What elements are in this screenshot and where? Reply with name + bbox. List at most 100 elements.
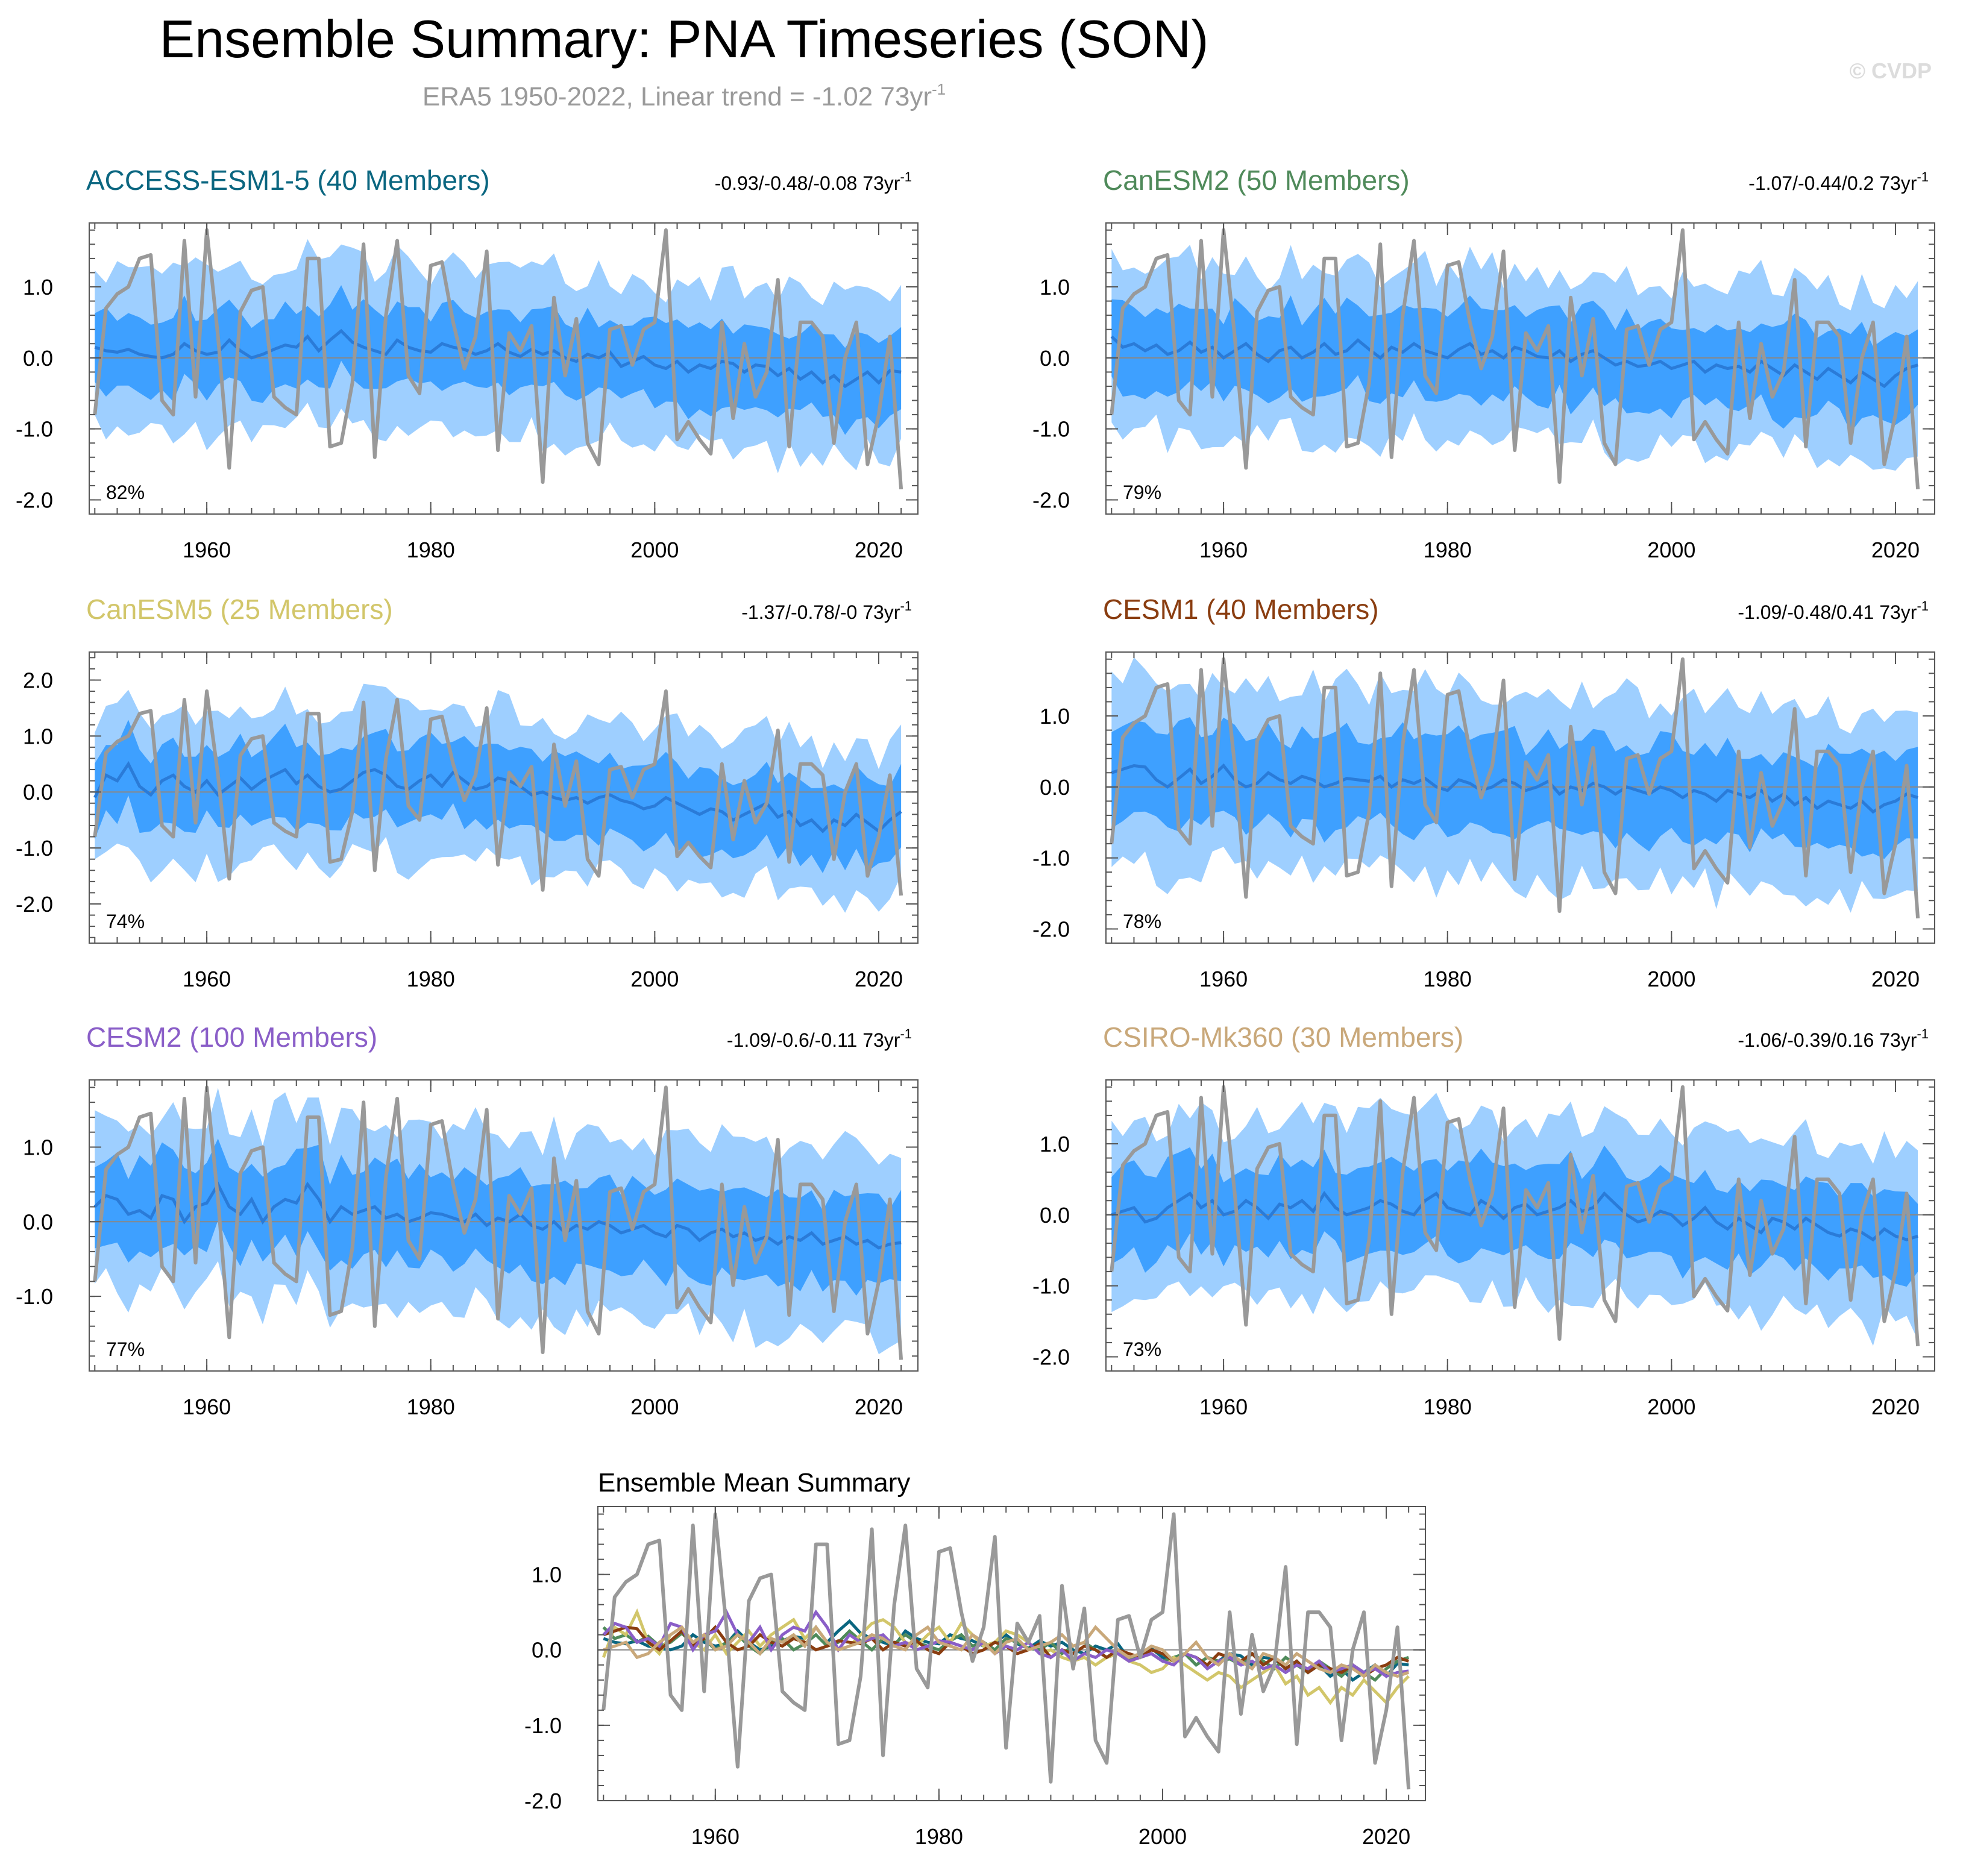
trend-label: -1.06/-0.39/0.16 73yr-1 xyxy=(1738,1026,1929,1051)
x-tick-label: 1960 xyxy=(183,1394,231,1419)
x-tick-label: 2000 xyxy=(1647,538,1695,562)
x-tick-label: 1960 xyxy=(1199,967,1248,991)
trend-label: -0.93/-0.48/-0.08 73yr-1 xyxy=(715,169,912,194)
x-tick-label: 2020 xyxy=(855,538,903,562)
plot-area xyxy=(1106,1085,1935,1347)
x-tick-label: 1960 xyxy=(691,1824,740,1849)
x-tick-label: 1980 xyxy=(407,538,455,562)
x-tick-label: 2020 xyxy=(855,967,903,991)
y-tick-label: -2.0 xyxy=(1032,488,1070,512)
y-tick-label: 0.0 xyxy=(1040,346,1070,371)
percent-label: 77% xyxy=(106,1338,145,1360)
y-tick-label: -2.0 xyxy=(524,1789,562,1813)
y-tick-label: 1.0 xyxy=(23,275,53,300)
x-tick-label: 1980 xyxy=(1424,967,1472,991)
panel-title: ACCESS-ESM1-5 (40 Members) xyxy=(86,165,490,196)
x-tick-label: 1960 xyxy=(183,538,231,562)
percent-label: 82% xyxy=(106,482,145,503)
y-tick-label: 1.0 xyxy=(23,1135,53,1159)
inner-spread-band xyxy=(95,720,902,873)
inner-spread-band xyxy=(1111,295,1918,433)
figure-subtitle: ERA5 1950-2022, Linear trend = -1.02 73y… xyxy=(422,80,946,111)
figure-title: Ensemble Summary: PNA Timeseries (SON) xyxy=(160,9,1209,69)
panel-title: CanESM5 (25 Members) xyxy=(86,594,393,625)
plot-frame xyxy=(89,222,919,515)
observed-line xyxy=(1110,1085,1920,1347)
panel-cesm2: 1960 1980 2000 2020 -1.0 0.0 1.0 CESM2 (100 Mem… xyxy=(16,1021,919,1419)
x-tick-label: 1980 xyxy=(407,1394,455,1419)
trend-label: -1.07/-0.44/0.2 73yr-1 xyxy=(1748,169,1929,194)
percent-label: 73% xyxy=(1123,1338,1161,1360)
x-tick-label: 1960 xyxy=(183,967,231,991)
y-tick-label: -2.0 xyxy=(16,892,53,917)
observed-line xyxy=(1110,228,1920,490)
y-tick-label: 1.0 xyxy=(1040,275,1070,300)
x-tick-label: 2020 xyxy=(855,1394,903,1419)
y-tick-label: -2.0 xyxy=(1032,917,1070,941)
y-tick-label: -1.0 xyxy=(1032,417,1070,442)
panel-csiro-mk360: 1960 1980 2000 2020 -2.0 -1.0 0.0 1.0 CSIRO-Mk36… xyxy=(1032,1021,1935,1419)
x-tick-label: 2020 xyxy=(1871,538,1920,562)
x-tick-label: 2000 xyxy=(630,967,679,991)
plot-area xyxy=(89,683,918,913)
trend-label: -1.09/-0.48/0.41 73yr-1 xyxy=(1738,598,1929,623)
x-tick-label: 1980 xyxy=(1424,538,1472,562)
y-tick-label: 2.0 xyxy=(23,668,53,692)
panel-title: Ensemble Mean Summary xyxy=(598,1468,910,1498)
y-tick-label: -1.0 xyxy=(16,417,53,442)
x-tick-label: 1980 xyxy=(1424,1394,1472,1419)
y-tick-label: -2.0 xyxy=(16,488,53,512)
percent-label: 79% xyxy=(1123,482,1161,503)
panel-ensemble-mean-summary: 1960 1980 2000 2020 -2.0 -1.0 0.0 1.0 Ensemble M… xyxy=(524,1468,1426,1849)
y-tick-label: 0.0 xyxy=(1040,1203,1070,1228)
y-tick-label: 1.0 xyxy=(1040,704,1070,729)
plot-frame xyxy=(1105,1079,1935,1372)
y-tick-label: 0.0 xyxy=(23,346,53,371)
panel-title: CESM1 (40 Members) xyxy=(1103,594,1379,625)
plot-area xyxy=(89,1085,918,1360)
watermark: © CVDP xyxy=(1849,58,1932,83)
observed-line xyxy=(93,228,903,490)
y-tick-label: -1.0 xyxy=(1032,1274,1070,1299)
y-tick-label: 1.0 xyxy=(23,724,53,748)
y-tick-label: 0.0 xyxy=(23,1209,53,1234)
percent-label: 78% xyxy=(1123,911,1161,932)
panel-canesm2: 1960 1980 2000 2020 -2.0 -1.0 0.0 1.0 CanESM2 (5… xyxy=(1032,165,1935,562)
y-tick-label: 1.0 xyxy=(1040,1132,1070,1156)
x-tick-label: 2020 xyxy=(1362,1824,1410,1849)
x-tick-label: 2000 xyxy=(630,1394,679,1419)
y-tick-label: 0.0 xyxy=(1040,775,1070,800)
x-tick-label: 1960 xyxy=(1199,538,1248,562)
y-tick-label: -1.0 xyxy=(524,1713,562,1738)
y-tick-label: -1.0 xyxy=(16,836,53,861)
observed-line xyxy=(1110,657,1920,919)
inner-spread-band xyxy=(95,285,902,435)
y-tick-label: 0.0 xyxy=(23,780,53,805)
panel-canesm5: 1960 1980 2000 2020 -2.0 -1.0 0.0 1.0 2.0 CanESM5… xyxy=(16,594,919,991)
observed-line xyxy=(93,1085,903,1360)
panel-title: CESM2 (100 Members) xyxy=(86,1021,377,1053)
plot-frame xyxy=(89,651,919,944)
x-tick-label: 2020 xyxy=(1871,967,1920,991)
x-tick-label: 2020 xyxy=(1871,1394,1920,1419)
trend-label: -1.09/-0.6/-0.11 73yr-1 xyxy=(727,1026,912,1051)
plot-area xyxy=(89,228,918,490)
y-tick-label: 1.0 xyxy=(532,1563,562,1587)
plot-area xyxy=(1106,228,1935,490)
panel-access-esm1-5: 1960 1980 2000 2020 -2.0 -1.0 0.0 1.0 ACCESS-ESM… xyxy=(16,165,919,562)
y-tick-label: 0.0 xyxy=(532,1638,562,1663)
plot-frame xyxy=(597,1506,1426,1801)
y-tick-label: -1.0 xyxy=(16,1284,53,1309)
x-tick-label: 1980 xyxy=(915,1824,963,1849)
plot-area xyxy=(598,1512,1425,1790)
plot-area xyxy=(1106,657,1935,919)
x-tick-label: 2000 xyxy=(630,538,679,562)
inner-spread-band xyxy=(1111,717,1918,859)
panel-title: CanESM2 (50 Members) xyxy=(1103,165,1410,196)
y-tick-label: -1.0 xyxy=(1032,846,1070,871)
x-tick-label: 1980 xyxy=(407,967,455,991)
observed-line xyxy=(93,689,903,896)
x-tick-label: 2000 xyxy=(1647,967,1695,991)
percent-label: 74% xyxy=(106,911,145,932)
